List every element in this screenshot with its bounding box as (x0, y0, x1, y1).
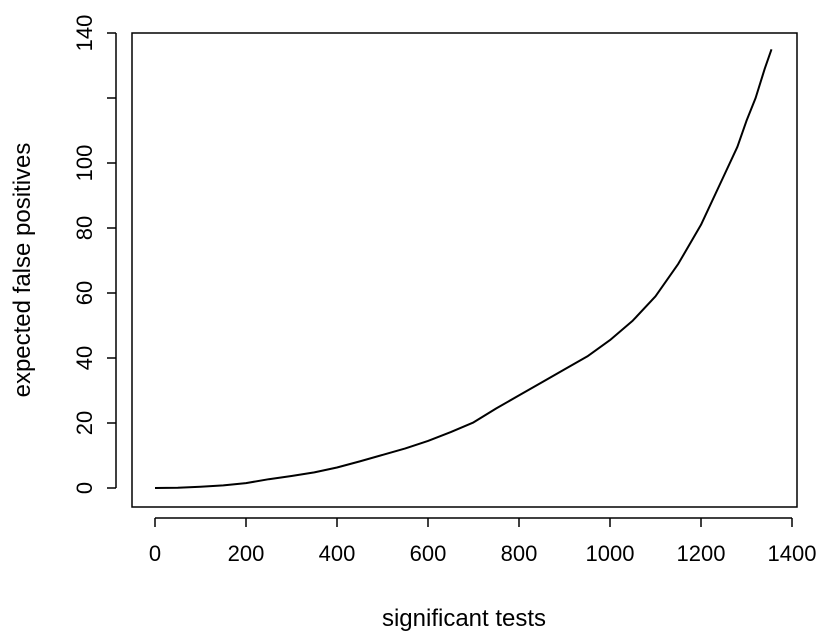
y-tick-label: 20 (72, 411, 97, 435)
x-tick-label: 0 (149, 541, 161, 566)
x-tick-label: 400 (319, 541, 356, 566)
x-tick-label: 1400 (768, 541, 817, 566)
x-tick-label: 1200 (677, 541, 726, 566)
y-axis: 0 20 40 60 80 100 140 (72, 15, 117, 494)
plot-area-frame (131, 32, 798, 508)
y-tick-label: 0 (72, 482, 97, 494)
x-tick-label: 1000 (586, 541, 635, 566)
y-tick-label: 60 (72, 281, 97, 305)
x-tick-label: 200 (228, 541, 265, 566)
series-line (154, 48, 773, 489)
x-axis-label: significant tests (382, 605, 546, 632)
x-tick-label: 600 (410, 541, 447, 566)
y-tick-label: 140 (72, 15, 97, 52)
y-tick-label: 80 (72, 216, 97, 240)
x-tick-label: 800 (501, 541, 538, 566)
x-axis: 0 200 400 600 800 1000 1200 1400 (149, 517, 817, 566)
y-tick-label: 40 (72, 346, 97, 370)
y-axis-label: expected false positives (9, 143, 36, 398)
y-tick-label: 100 (72, 145, 97, 182)
